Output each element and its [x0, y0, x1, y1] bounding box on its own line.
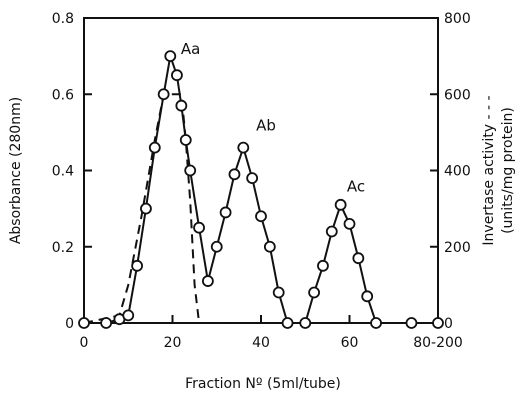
absorbance-point	[281, 317, 294, 329]
absorbance-point	[343, 217, 356, 230]
peak-label-aa: Aa	[181, 40, 200, 58]
absorbance-point	[228, 168, 241, 181]
x-tick-label: 40	[252, 335, 270, 351]
x-tick-label: 60	[341, 335, 359, 351]
absorbance-point	[263, 240, 276, 253]
absorbance-point	[164, 50, 177, 63]
absorbance-point	[175, 99, 188, 112]
series-invertase-line	[83, 93, 438, 324]
absorbance-point	[246, 172, 259, 185]
x-tick-label: 20	[164, 335, 182, 351]
absorbance-point	[308, 286, 321, 299]
peak-label-ac: Ac	[347, 177, 365, 195]
y-left-tick-label: 0.4	[52, 164, 74, 180]
y-right-tick-label: 800	[444, 11, 471, 27]
y-left-tick-label: 0	[65, 316, 74, 332]
y-right-tick-label: 200	[444, 240, 471, 256]
y-left-tick-label: 0.8	[52, 11, 74, 27]
absorbance-point	[272, 286, 285, 299]
absorbance-point	[361, 290, 374, 303]
absorbance-point	[193, 221, 205, 234]
absorbance-point	[432, 317, 444, 329]
x-tick-label: 0	[80, 335, 89, 351]
absorbance-point	[78, 317, 90, 329]
absorbance-point	[201, 275, 214, 287]
absorbance-point	[325, 225, 338, 238]
absorbance-point	[405, 317, 418, 329]
absorbance-point	[317, 259, 329, 272]
peak-label-ab: Ab	[256, 116, 276, 134]
absorbance-point	[157, 88, 170, 101]
absorbance-point	[148, 141, 161, 154]
series-absorbance-line	[84, 55, 438, 324]
y-right-tick-label: 0	[444, 316, 453, 332]
absorbance-point	[237, 141, 250, 154]
y-left-tick-label: 0.6	[52, 87, 74, 103]
absorbance-point	[210, 240, 223, 253]
absorbance-point	[131, 259, 144, 272]
absorbance-point	[100, 317, 113, 329]
y-right-axis-title-line1: Invertase activity - - -	[481, 95, 497, 245]
absorbance-point	[219, 206, 232, 219]
x-axis-title: Fraction Nº (5ml/tube)	[185, 376, 341, 392]
absorbance-point	[184, 164, 197, 177]
absorbance-point	[140, 202, 152, 215]
absorbance-point	[171, 69, 183, 82]
absorbance-point	[122, 309, 135, 322]
x-tick-label: 80-200	[413, 335, 463, 351]
y-right-axis-title-line2: (units/mg protein)	[500, 107, 516, 234]
absorbance-point	[179, 134, 192, 146]
absorbance-point	[334, 198, 347, 211]
y-right-tick-label: 400	[444, 164, 471, 180]
absorbance-point	[352, 252, 365, 265]
y-left-tick-label: 0.2	[52, 240, 74, 256]
y-left-axis-title: Absorbance (280nm)	[8, 97, 24, 244]
absorbance-point	[370, 317, 382, 329]
absorbance-point	[299, 317, 312, 329]
plot-area-border	[83, 17, 439, 324]
y-right-tick-label: 600	[444, 87, 471, 103]
absorbance-point	[255, 210, 267, 223]
